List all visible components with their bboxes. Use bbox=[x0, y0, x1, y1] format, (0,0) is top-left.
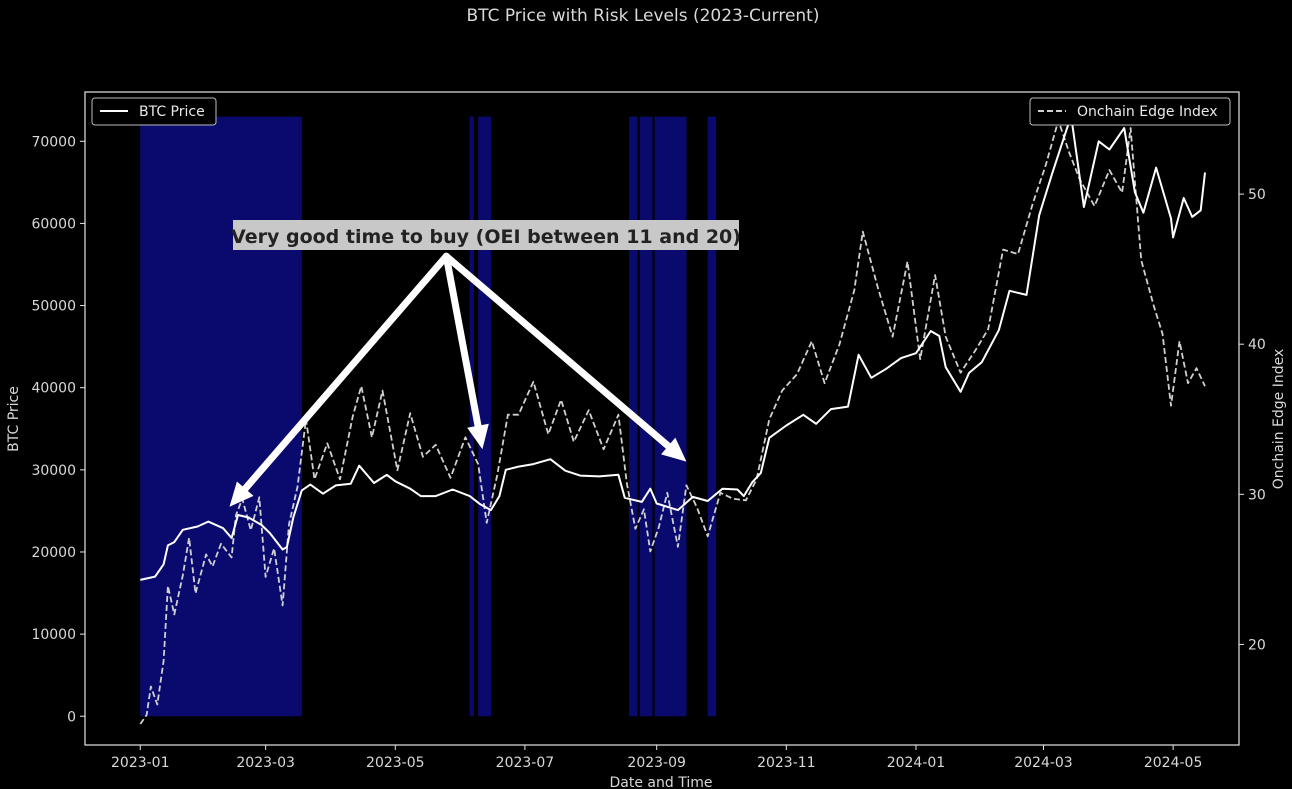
y-right-tick-label: 40 bbox=[1248, 337, 1266, 353]
highlight-band-4 bbox=[639, 116, 653, 717]
y-left-tick-label: 30000 bbox=[31, 463, 76, 479]
y-left-axis-ticks: 0 10000 20000 30000 40000 50000 60000 70000 bbox=[31, 134, 85, 725]
y-left-tick-label: 40000 bbox=[31, 381, 76, 397]
chart-title: BTC Price with Risk Levels (2023-Current… bbox=[467, 6, 820, 26]
legend-oei-frame bbox=[1029, 97, 1231, 126]
y-left-tick-label: 0 bbox=[67, 709, 76, 725]
y-left-axis-label: BTC Price bbox=[6, 386, 22, 452]
y-right-axis-label: Onchain Edge Index bbox=[1271, 349, 1287, 489]
highlight-band-1 bbox=[469, 116, 474, 717]
y-left-tick-label: 10000 bbox=[31, 627, 76, 643]
x-tick-label: 2023-07 bbox=[496, 755, 555, 771]
annotation-text: Very good time to buy (OEI between 11 an… bbox=[231, 226, 741, 248]
x-tick-label: 2024-01 bbox=[887, 755, 946, 771]
x-tick-label: 2023-11 bbox=[757, 755, 816, 771]
highlight-band-0 bbox=[140, 116, 302, 717]
annotation-arrows bbox=[229, 252, 687, 507]
annotation: Very good time to buy (OEI between 11 an… bbox=[229, 220, 741, 507]
legend-oei: Onchain Edge Index bbox=[1029, 97, 1231, 126]
legend-btc-price: BTC Price bbox=[91, 97, 217, 126]
y-left-tick-label: 60000 bbox=[31, 216, 76, 232]
highlight-band-6 bbox=[707, 116, 717, 717]
highlight-band-2 bbox=[478, 116, 491, 717]
x-tick-label: 2024-05 bbox=[1144, 755, 1203, 771]
annotation-arrow-0 bbox=[240, 252, 450, 494]
legend-btc-label: BTC Price bbox=[139, 104, 205, 120]
highlight-band-5 bbox=[654, 116, 687, 717]
y-left-tick-label: 20000 bbox=[31, 545, 76, 561]
y-left-tick-label: 50000 bbox=[31, 299, 76, 315]
y-right-axis-ticks: 20 30 40 50 bbox=[1239, 187, 1266, 653]
x-tick-label: 2024-03 bbox=[1014, 755, 1073, 771]
y-right-tick-label: 50 bbox=[1248, 187, 1266, 203]
x-axis-label: Date and Time bbox=[610, 775, 713, 789]
plot-frame bbox=[84, 91, 1240, 746]
y-right-tick-label: 30 bbox=[1248, 487, 1266, 503]
annotation-arrowhead-0 bbox=[229, 481, 254, 507]
series-layer bbox=[139, 114, 1206, 725]
legend-oei-label: Onchain Edge Index bbox=[1077, 104, 1217, 120]
x-tick-label: 2023-03 bbox=[236, 755, 295, 771]
x-tick-label: 2023-05 bbox=[366, 755, 425, 771]
y-left-tick-label: 70000 bbox=[31, 134, 76, 150]
x-tick-label: 2023-01 bbox=[111, 755, 170, 771]
annotation-arrow-1 bbox=[442, 252, 482, 432]
series-line-0 bbox=[140, 114, 1206, 581]
legend-btc-frame bbox=[91, 97, 217, 126]
x-tick-label: 2023-09 bbox=[627, 755, 686, 771]
annotation-arrowhead-2 bbox=[661, 437, 687, 462]
highlight-bands bbox=[140, 116, 717, 717]
annotation-background bbox=[233, 220, 739, 250]
x-axis-ticks: 2023-01 2023-03 2023-05 2023-07 2023-09 2023-… bbox=[111, 745, 1202, 771]
annotation-arrowhead-1 bbox=[467, 423, 489, 450]
annotation-arrow-2 bbox=[442, 252, 674, 451]
y-right-tick-label: 20 bbox=[1248, 637, 1266, 653]
